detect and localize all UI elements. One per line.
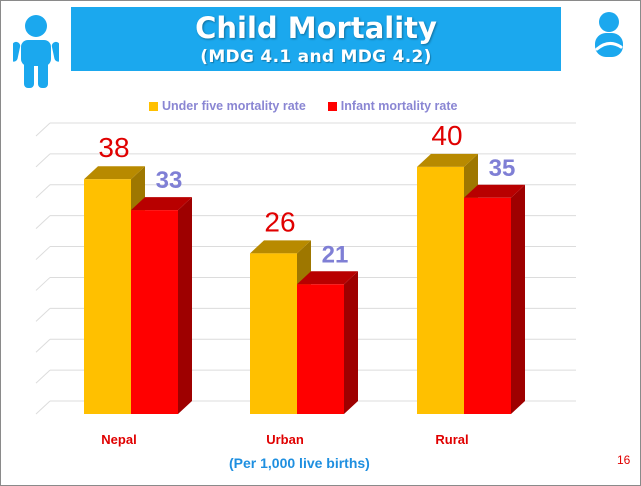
legend-label-under-five: Under five mortality rate [162, 99, 306, 113]
gridline-depth [35, 307, 51, 322]
bar-under-five-nepal [84, 179, 131, 414]
bar-infant-nepal-top [131, 197, 192, 211]
category-label-rural: Rural [435, 432, 468, 447]
bar-infant-rural-top [464, 184, 525, 198]
category-label-urban: Urban [266, 432, 304, 447]
legend-item-infant: Infant mortality rate [327, 99, 458, 113]
bar-under-five-rural [417, 166, 464, 414]
bar-infant-nepal [131, 210, 178, 414]
category-label-nepal: Nepal [101, 432, 136, 447]
slide-title: Child Mortality [195, 11, 437, 45]
data-label-under-five-urban: 26 [264, 206, 295, 237]
gridline-depth [35, 246, 51, 260]
child-icon [9, 13, 63, 94]
chart-legend: Under five mortality rate Infant mortali… [149, 99, 457, 113]
bar-infant-urban-side [344, 271, 358, 414]
gridline-depth [35, 338, 51, 353]
chart-footnote: (Per 1,000 live births) [229, 455, 370, 471]
legend-label-infant: Infant mortality rate [340, 99, 458, 113]
bar-under-five-urban [250, 253, 297, 414]
data-label-under-five-rural: 40 [431, 120, 462, 151]
data-label-infant-nepal: 33 [156, 167, 183, 194]
gridline-depth [35, 400, 51, 415]
data-label-under-five-nepal: 38 [98, 132, 129, 163]
page-number: 16 [617, 453, 631, 467]
gridline-depth [35, 184, 51, 199]
bar-infant-rural [464, 197, 511, 414]
legend-swatch-under-five [149, 101, 158, 111]
gridline-depth [35, 277, 51, 291]
title-banner: Child Mortality (MDG 4.1 and MDG 4.2) [71, 7, 561, 71]
data-label-infant-urban: 21 [322, 241, 349, 268]
gridline-depth [35, 122, 51, 137]
legend-swatch-infant [327, 101, 337, 111]
gridline-depth [35, 369, 51, 384]
bar-under-five-nepal-top [84, 166, 145, 180]
bar-infant-urban [297, 284, 344, 414]
slide-subtitle: (MDG 4.1 and MDG 4.2) [200, 47, 432, 67]
bar-infant-rural-side [511, 184, 525, 414]
bar-under-five-rural-top [417, 153, 478, 167]
bar-infant-nepal-side [178, 197, 192, 414]
data-label-infant-rural: 35 [489, 155, 516, 182]
baby-icon [589, 11, 629, 64]
bar-infant-urban-top [297, 271, 358, 285]
legend-item-under-five: Under five mortality rate [149, 99, 306, 113]
bar-under-five-urban-top [250, 240, 311, 254]
gridline-depth [35, 153, 51, 168]
gridline-depth [35, 215, 51, 230]
